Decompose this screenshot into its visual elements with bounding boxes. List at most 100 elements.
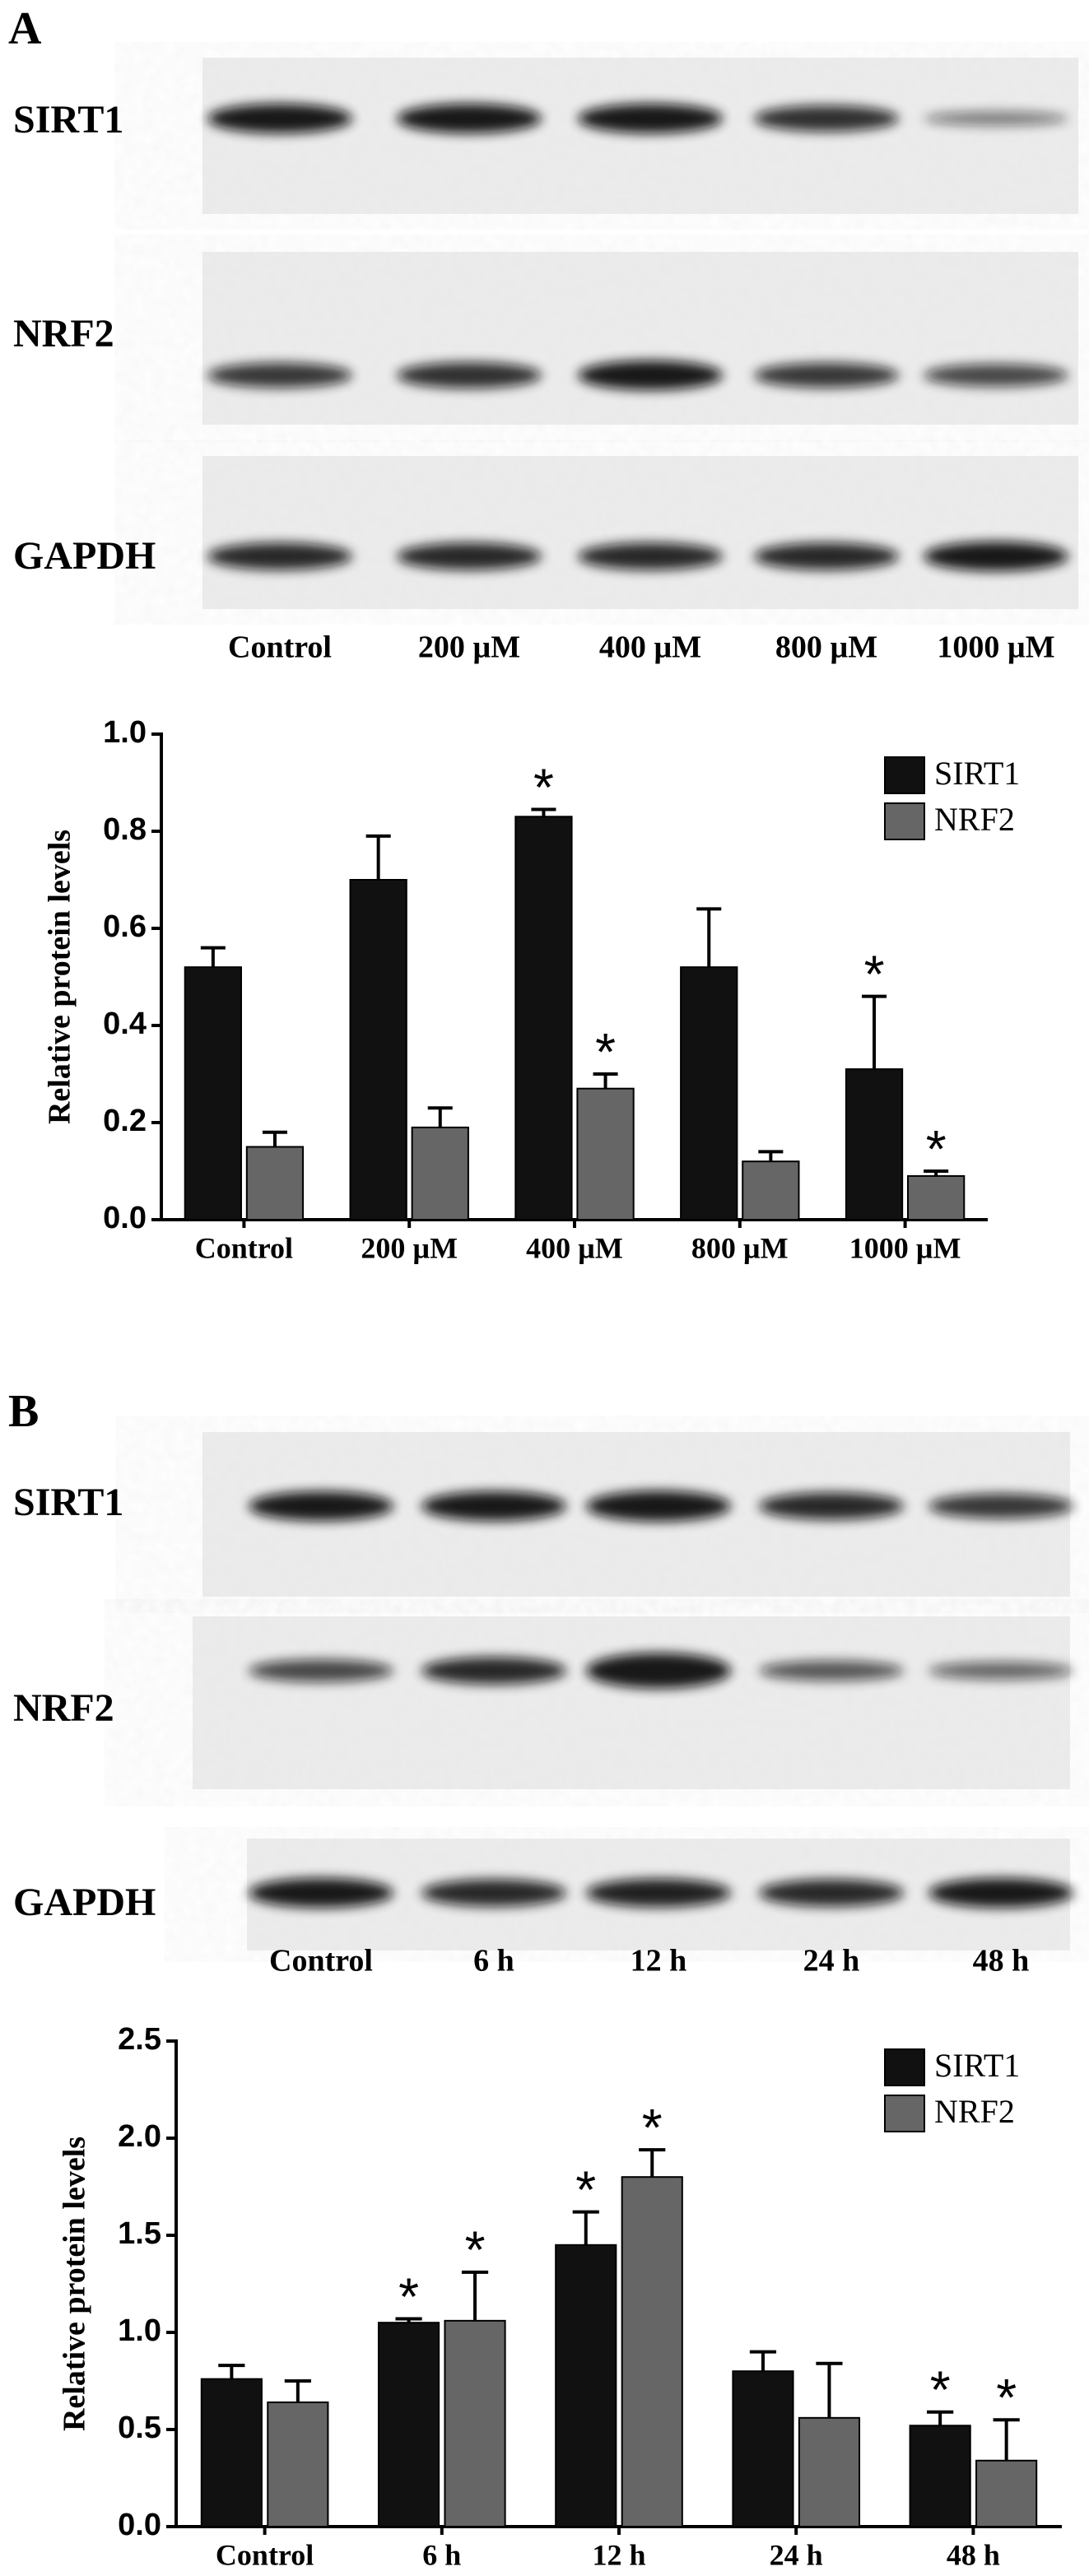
error-bar: [862, 994, 887, 1070]
lane-label: 24 h: [803, 1944, 860, 1978]
protein-band: [924, 111, 1068, 126]
error-bar: [284, 2379, 311, 2402]
protein-band: [249, 1491, 393, 1521]
protein-band: [759, 1879, 904, 1907]
blot-noise: [193, 1616, 1070, 1789]
protein-band: [207, 104, 352, 133]
y-tick-label: 0.5: [118, 2411, 161, 2445]
y-axis-title: Relative protein levels: [58, 2137, 92, 2431]
protein-band: [928, 1493, 1073, 1519]
lane-label: 12 h: [631, 1944, 687, 1978]
error-bar: [262, 1130, 287, 1147]
protein-band: [249, 1659, 393, 1682]
y-tick-label: 0.0: [103, 1201, 147, 1235]
protein-band: [924, 364, 1068, 387]
lane-label: 200 µM: [418, 630, 520, 665]
bar: [444, 2319, 506, 2528]
lane-label: 400 µM: [599, 630, 701, 665]
protein-band: [421, 1657, 566, 1685]
bar: [621, 2176, 683, 2527]
protein-band: [754, 362, 899, 388]
error-bar: [593, 1072, 618, 1089]
x-tick-label: 200 µM: [361, 1231, 458, 1264]
y-axis-title: Relative protein levels: [43, 830, 77, 1124]
legend-swatch: [884, 756, 925, 794]
blot-row-label: GAPDH: [13, 1881, 156, 1924]
protein-band: [421, 1491, 566, 1521]
protein-band: [924, 542, 1068, 571]
lane-label: Control: [228, 630, 332, 665]
lane-label: 6 h: [473, 1944, 514, 1978]
blot-row-label: NRF2: [13, 1686, 114, 1730]
error-bar: [365, 834, 391, 880]
lane-label: 1000 µM: [937, 630, 1054, 665]
significance-marker: *: [930, 2360, 951, 2420]
protein-band: [759, 1492, 904, 1520]
x-tick-label: 800 µM: [691, 1231, 789, 1264]
significance-marker: *: [398, 2267, 419, 2326]
error-bar: [816, 2361, 843, 2418]
x-tick-label: 1000 µM: [849, 1231, 961, 1264]
y-tick-label: 1.5: [118, 2216, 161, 2251]
y-tick-label: 0.6: [103, 909, 147, 944]
x-tick-label: 6 h: [422, 2538, 461, 2571]
bar: [576, 1087, 635, 1221]
bar: [349, 879, 407, 1221]
legend-swatch: [884, 2048, 925, 2086]
protein-band: [207, 362, 352, 388]
protein-band: [249, 1878, 393, 1908]
bar: [907, 1174, 966, 1221]
protein-band: [928, 1878, 1073, 1908]
protein-band: [207, 542, 352, 570]
protein-band: [586, 1490, 731, 1522]
error-bar: [531, 807, 556, 817]
significance-marker: *: [864, 945, 885, 1004]
error-bar: [218, 2364, 245, 2379]
bar: [798, 2416, 861, 2528]
protein-band: [578, 542, 723, 570]
error-bar: [572, 2210, 599, 2245]
bar: [909, 2425, 971, 2528]
bar: [411, 1126, 469, 1221]
legend-swatch: [884, 802, 925, 840]
y-tick-label: 0.4: [103, 1007, 147, 1041]
error-bar: [427, 1106, 453, 1128]
bar: [377, 2322, 440, 2527]
y-tick-label: 1.0: [118, 2313, 161, 2348]
legend-label: SIRT1: [934, 755, 1020, 792]
significance-marker: *: [533, 757, 554, 816]
legend-label: SIRT1: [934, 2047, 1020, 2084]
bar: [184, 966, 242, 1221]
protein-band: [397, 542, 542, 570]
bar: [680, 966, 738, 1221]
error-bar: [200, 946, 226, 968]
protein-band: [397, 362, 542, 388]
lane-label: 48 h: [973, 1944, 1030, 1978]
y-tick-label: 2.0: [118, 2119, 161, 2154]
x-tick-label: 400 µM: [526, 1231, 623, 1264]
x-tick-label: 24 h: [770, 2538, 823, 2571]
panel-label: B: [8, 1386, 39, 1437]
bar: [555, 2244, 617, 2528]
significance-marker: *: [575, 2160, 596, 2220]
error-bar: [927, 2410, 954, 2426]
x-tick-label: Control: [195, 1231, 293, 1264]
y-tick-label: 0.8: [103, 812, 147, 847]
significance-marker: *: [996, 2368, 1017, 2427]
legend-label: NRF2: [934, 2093, 1015, 2130]
x-tick-label: 48 h: [947, 2538, 1000, 2571]
y-tick-label: 1.0: [103, 715, 147, 750]
protein-band: [397, 104, 542, 133]
lane-label: 800 µM: [775, 630, 877, 665]
x-tick-label: Control: [216, 2538, 314, 2571]
protein-band: [586, 1653, 731, 1689]
bar: [845, 1068, 904, 1221]
bar: [732, 2370, 794, 2527]
blot-row-label: SIRT1: [13, 98, 123, 142]
error-bar: [696, 907, 722, 968]
panel-label: A: [8, 3, 42, 54]
protein-band: [578, 104, 723, 133]
blot-noise: [202, 58, 1078, 214]
error-bar: [993, 2418, 1020, 2461]
